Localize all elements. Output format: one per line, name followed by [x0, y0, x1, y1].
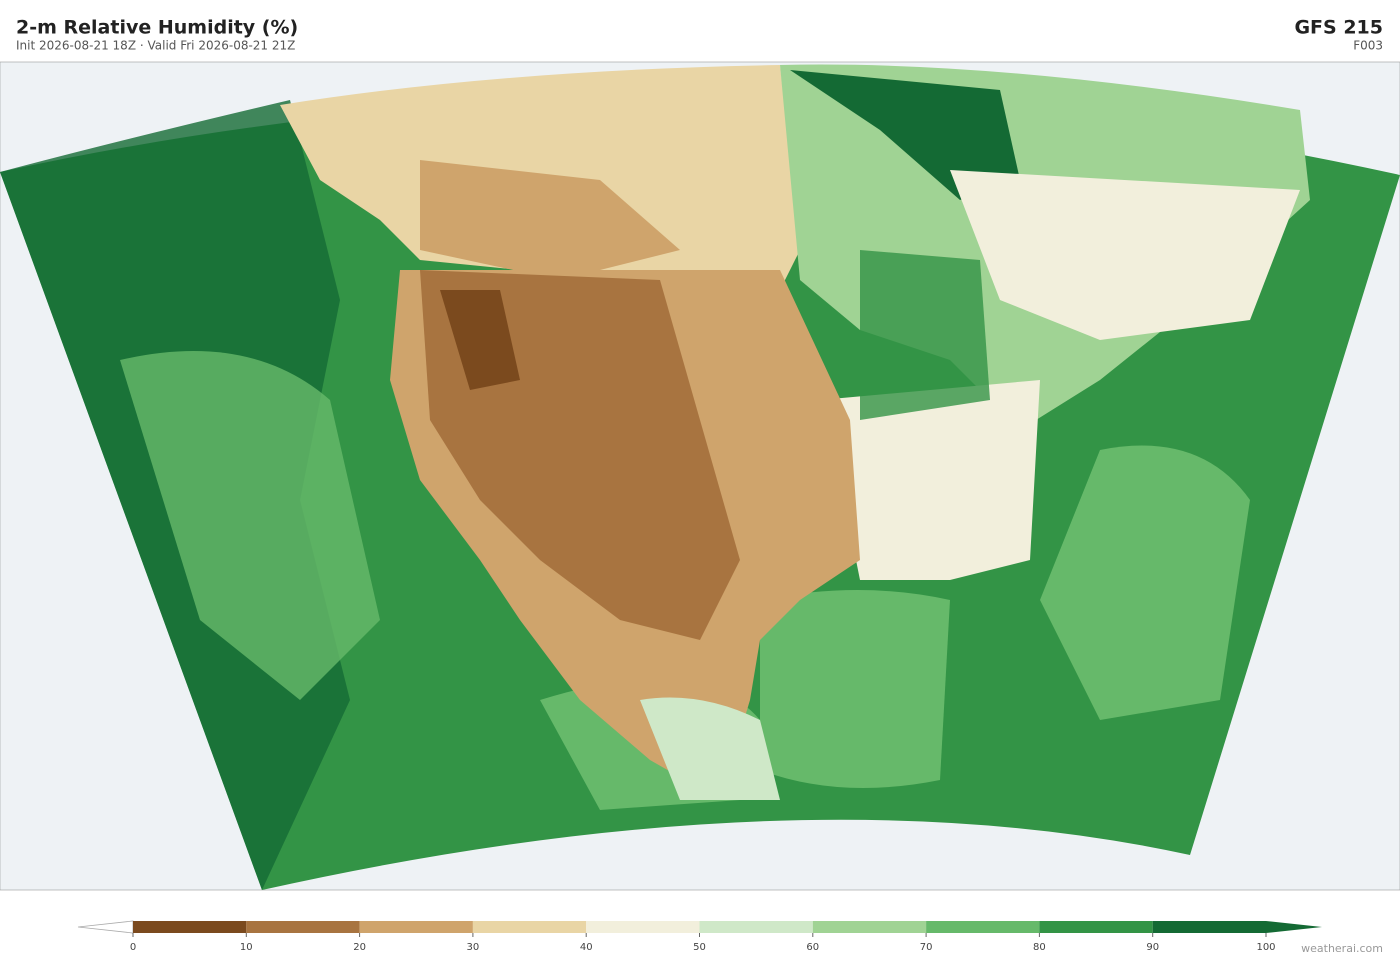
colorbar-bin	[1039, 921, 1153, 933]
canada-dry	[420, 160, 680, 280]
great-basin	[440, 290, 520, 390]
hudson-bay	[790, 70, 1020, 200]
colorbar-under	[77, 920, 134, 934]
colorbar-tick-label: 80	[1033, 942, 1046, 953]
gulf	[760, 590, 950, 788]
eastern-us	[820, 380, 1040, 580]
colorbar-bin	[812, 921, 927, 933]
colorbar-tick-label: 30	[467, 942, 480, 953]
colorbar-tick-label: 0	[130, 942, 136, 953]
subtitle: Init 2026-08-21 18Z · Valid Fri 2026-08-…	[16, 39, 295, 53]
colorbar-bin	[1152, 921, 1266, 933]
southern-mexico	[640, 697, 780, 800]
model-label: GFS 215	[1294, 17, 1383, 39]
colorbar: 0 10 20 30 40 50 60 70 80 90 100	[77, 920, 1322, 953]
colorbar-bin	[246, 921, 360, 933]
colorbar-tick-label: 60	[806, 942, 819, 953]
map	[0, 61, 1400, 891]
pacific-band	[120, 351, 380, 700]
colorbar-tick-label: 50	[693, 942, 706, 953]
colorbar-tick-label: 10	[240, 942, 253, 953]
great-lakes	[860, 250, 990, 420]
colorbar-tick-label: 40	[580, 942, 593, 953]
colorbar-tick-label: 100	[1256, 942, 1275, 953]
colorbar-tick-label: 20	[353, 942, 366, 953]
colorbar-bin	[359, 921, 473, 933]
credit: weatherai.com	[1301, 942, 1383, 955]
atlantic-band	[1040, 445, 1250, 720]
colorbar-over	[1266, 921, 1322, 933]
colorbar-tick-label: 70	[920, 942, 933, 953]
forecast-hour: F003	[1353, 39, 1383, 53]
colorbar-tick-label: 90	[1146, 942, 1159, 953]
colorbar-bin	[586, 921, 700, 933]
colorbar-bin	[926, 921, 1040, 933]
title: 2-m Relative Humidity (%)	[16, 17, 298, 39]
colorbar-bins: 0 10 20 30 40 50 60 70 80 90 100	[130, 921, 1276, 953]
quebec	[950, 170, 1300, 340]
colorbar-bin	[699, 921, 813, 933]
colorbar-bin	[472, 921, 587, 933]
colorbar-bin	[133, 921, 247, 933]
